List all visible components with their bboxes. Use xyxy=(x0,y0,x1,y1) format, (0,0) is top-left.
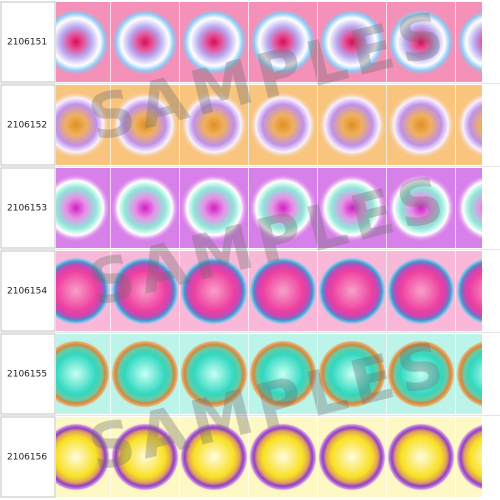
pattern-dot xyxy=(387,8,455,76)
row: 2106154 xyxy=(0,250,500,333)
pattern-strip xyxy=(56,417,482,497)
row: 2106155 xyxy=(0,333,500,416)
pattern-dot xyxy=(456,91,482,159)
pattern-strip xyxy=(56,168,482,248)
pattern-dot xyxy=(180,340,248,408)
pattern-dot xyxy=(56,340,110,408)
pattern-strip xyxy=(56,2,482,82)
product-code: 2106152 xyxy=(7,121,47,131)
code-cell xyxy=(0,333,56,415)
pattern-dot xyxy=(249,91,317,159)
row: 2106152 xyxy=(0,84,500,167)
product-code: 2106156 xyxy=(7,453,47,463)
pattern-dot xyxy=(249,8,317,76)
pattern-strip xyxy=(56,251,482,331)
pattern-dot xyxy=(387,340,455,408)
pattern-dot xyxy=(180,174,248,242)
pattern-dot xyxy=(387,423,455,491)
pattern-dot xyxy=(56,91,110,159)
row: 2106151 xyxy=(0,1,500,84)
pattern-dot xyxy=(249,257,317,325)
pattern-dot xyxy=(111,91,179,159)
pattern-dot xyxy=(387,257,455,325)
code-cell xyxy=(0,250,56,332)
pattern-dot xyxy=(318,257,386,325)
pattern-dot xyxy=(111,423,179,491)
pattern-dot xyxy=(318,8,386,76)
pattern-dot xyxy=(318,91,386,159)
product-code: 2106154 xyxy=(7,287,47,297)
pattern-dot xyxy=(456,174,482,242)
row: 2106153 xyxy=(0,167,500,250)
pattern-strip xyxy=(56,85,482,165)
pattern-dot xyxy=(56,8,110,76)
pattern-dot xyxy=(180,257,248,325)
pattern-dot xyxy=(111,340,179,408)
pattern-dot xyxy=(318,423,386,491)
product-code: 2106153 xyxy=(7,204,47,214)
pattern-dot xyxy=(111,8,179,76)
row: 2106156 xyxy=(0,416,482,498)
pattern-dot xyxy=(318,174,386,242)
pattern-dot xyxy=(456,8,482,76)
pattern-dot xyxy=(318,340,386,408)
code-cell xyxy=(0,84,56,166)
pattern-dot xyxy=(111,174,179,242)
product-code: 2106155 xyxy=(7,370,47,380)
pattern-dot xyxy=(56,423,110,491)
pattern-dot xyxy=(249,340,317,408)
code-cell xyxy=(0,416,56,498)
code-cell xyxy=(0,1,56,83)
pattern-dot xyxy=(249,423,317,491)
pattern-dot xyxy=(180,8,248,76)
pattern-dot xyxy=(456,257,482,325)
pattern-dot xyxy=(56,174,110,242)
pattern-strip xyxy=(56,334,482,414)
pattern-dot xyxy=(180,423,248,491)
pattern-dot xyxy=(456,340,482,408)
pattern-dot xyxy=(387,174,455,242)
product-code: 2106151 xyxy=(7,38,47,48)
pattern-dot xyxy=(456,423,482,491)
code-cell xyxy=(0,167,56,249)
pattern-dot xyxy=(249,174,317,242)
pattern-dot xyxy=(180,91,248,159)
pattern-dot xyxy=(387,91,455,159)
pattern-dot xyxy=(111,257,179,325)
pattern-dot xyxy=(56,257,110,325)
